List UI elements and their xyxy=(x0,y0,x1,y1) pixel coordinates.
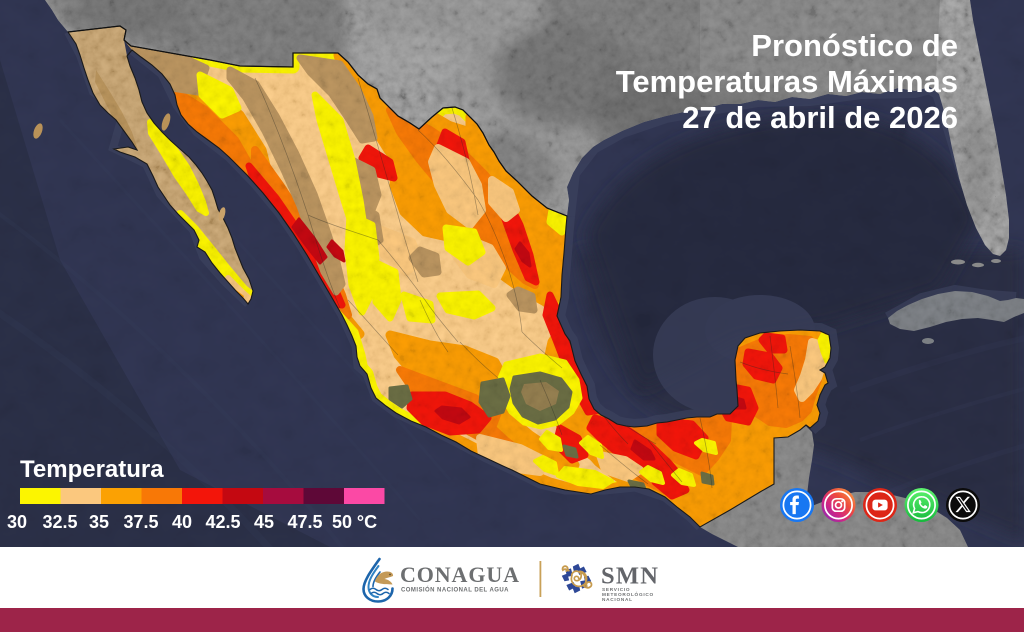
svg-text:METEOROLÓGICO: METEOROLÓGICO xyxy=(602,590,654,597)
svg-text:SERVICIO: SERVICIO xyxy=(602,587,630,592)
svg-text:CONAGUA: CONAGUA xyxy=(400,562,519,587)
svg-text:SMN: SMN xyxy=(601,563,658,590)
svg-text:COMISIÓN NACIONAL DEL AGUA: COMISIÓN NACIONAL DEL AGUA xyxy=(401,586,509,594)
svg-text:NACIONAL: NACIONAL xyxy=(602,597,633,602)
